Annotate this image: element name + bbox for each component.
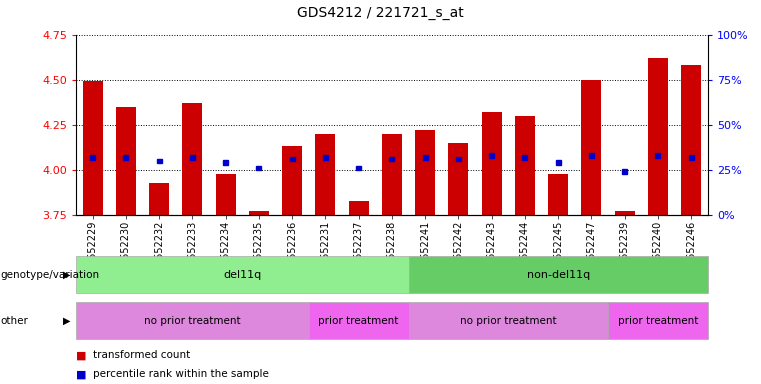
Bar: [249, 212, 269, 215]
Text: ▶: ▶: [63, 270, 71, 280]
Text: ■: ■: [76, 350, 87, 360]
Bar: [316, 134, 336, 215]
Text: non-del11q: non-del11q: [527, 270, 590, 280]
Text: ▶: ▶: [63, 316, 71, 326]
Bar: [390, 157, 394, 161]
Bar: [515, 116, 535, 215]
Bar: [123, 155, 129, 159]
Bar: [183, 103, 202, 215]
Bar: [116, 107, 136, 215]
Text: no prior treatment: no prior treatment: [144, 316, 240, 326]
Bar: [149, 182, 169, 215]
Bar: [581, 80, 601, 215]
Bar: [522, 155, 527, 159]
Bar: [482, 112, 501, 215]
Bar: [615, 212, 635, 215]
Text: GDS4212 / 221721_s_at: GDS4212 / 221721_s_at: [297, 6, 464, 20]
Text: no prior treatment: no prior treatment: [460, 316, 556, 326]
Bar: [290, 157, 295, 161]
Text: prior treatment: prior treatment: [618, 316, 698, 326]
Text: genotype/variation: genotype/variation: [1, 270, 100, 280]
Bar: [422, 155, 428, 159]
Bar: [356, 166, 361, 170]
Text: percentile rank within the sample: percentile rank within the sample: [93, 369, 269, 379]
Bar: [256, 166, 262, 170]
Bar: [489, 153, 494, 158]
Bar: [223, 161, 228, 165]
Bar: [448, 143, 468, 215]
Bar: [589, 153, 594, 158]
Bar: [416, 130, 435, 215]
Bar: [622, 169, 627, 174]
Text: transformed count: transformed count: [93, 350, 190, 360]
Text: other: other: [1, 316, 29, 326]
Bar: [349, 200, 368, 215]
Bar: [689, 155, 693, 159]
Bar: [548, 174, 568, 215]
Text: prior treatment: prior treatment: [319, 316, 399, 326]
Bar: [190, 155, 195, 159]
Bar: [282, 146, 302, 215]
Bar: [456, 157, 461, 161]
Bar: [382, 134, 402, 215]
Bar: [323, 155, 328, 159]
Bar: [91, 155, 95, 159]
Bar: [215, 174, 236, 215]
Bar: [556, 161, 561, 165]
Bar: [157, 159, 161, 163]
Bar: [681, 65, 701, 215]
Text: ■: ■: [76, 369, 87, 379]
Bar: [83, 81, 103, 215]
Bar: [648, 58, 668, 215]
Text: del11q: del11q: [223, 270, 262, 280]
Bar: [655, 153, 661, 158]
